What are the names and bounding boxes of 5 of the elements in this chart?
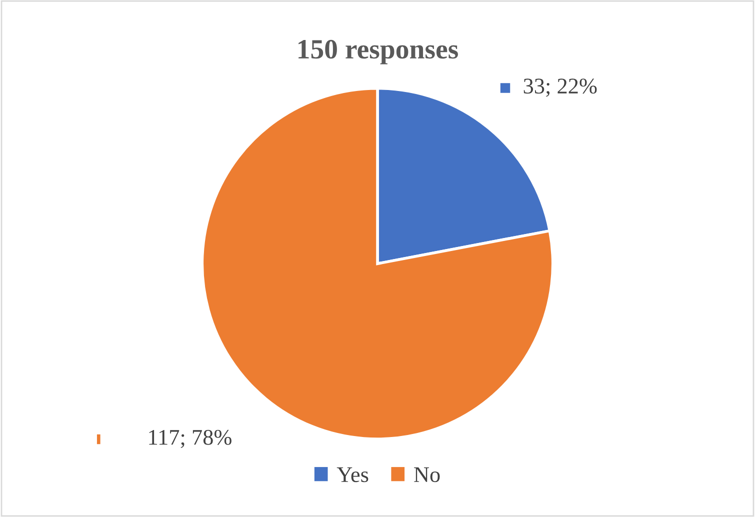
data-label: 33; 22% (524, 78, 597, 97)
data-label: 117; 78% (149, 430, 232, 448)
chart-title: 150 responses (298, 40, 458, 64)
legend-label: No (414, 467, 440, 482)
legend-label: Yes (336, 467, 368, 482)
